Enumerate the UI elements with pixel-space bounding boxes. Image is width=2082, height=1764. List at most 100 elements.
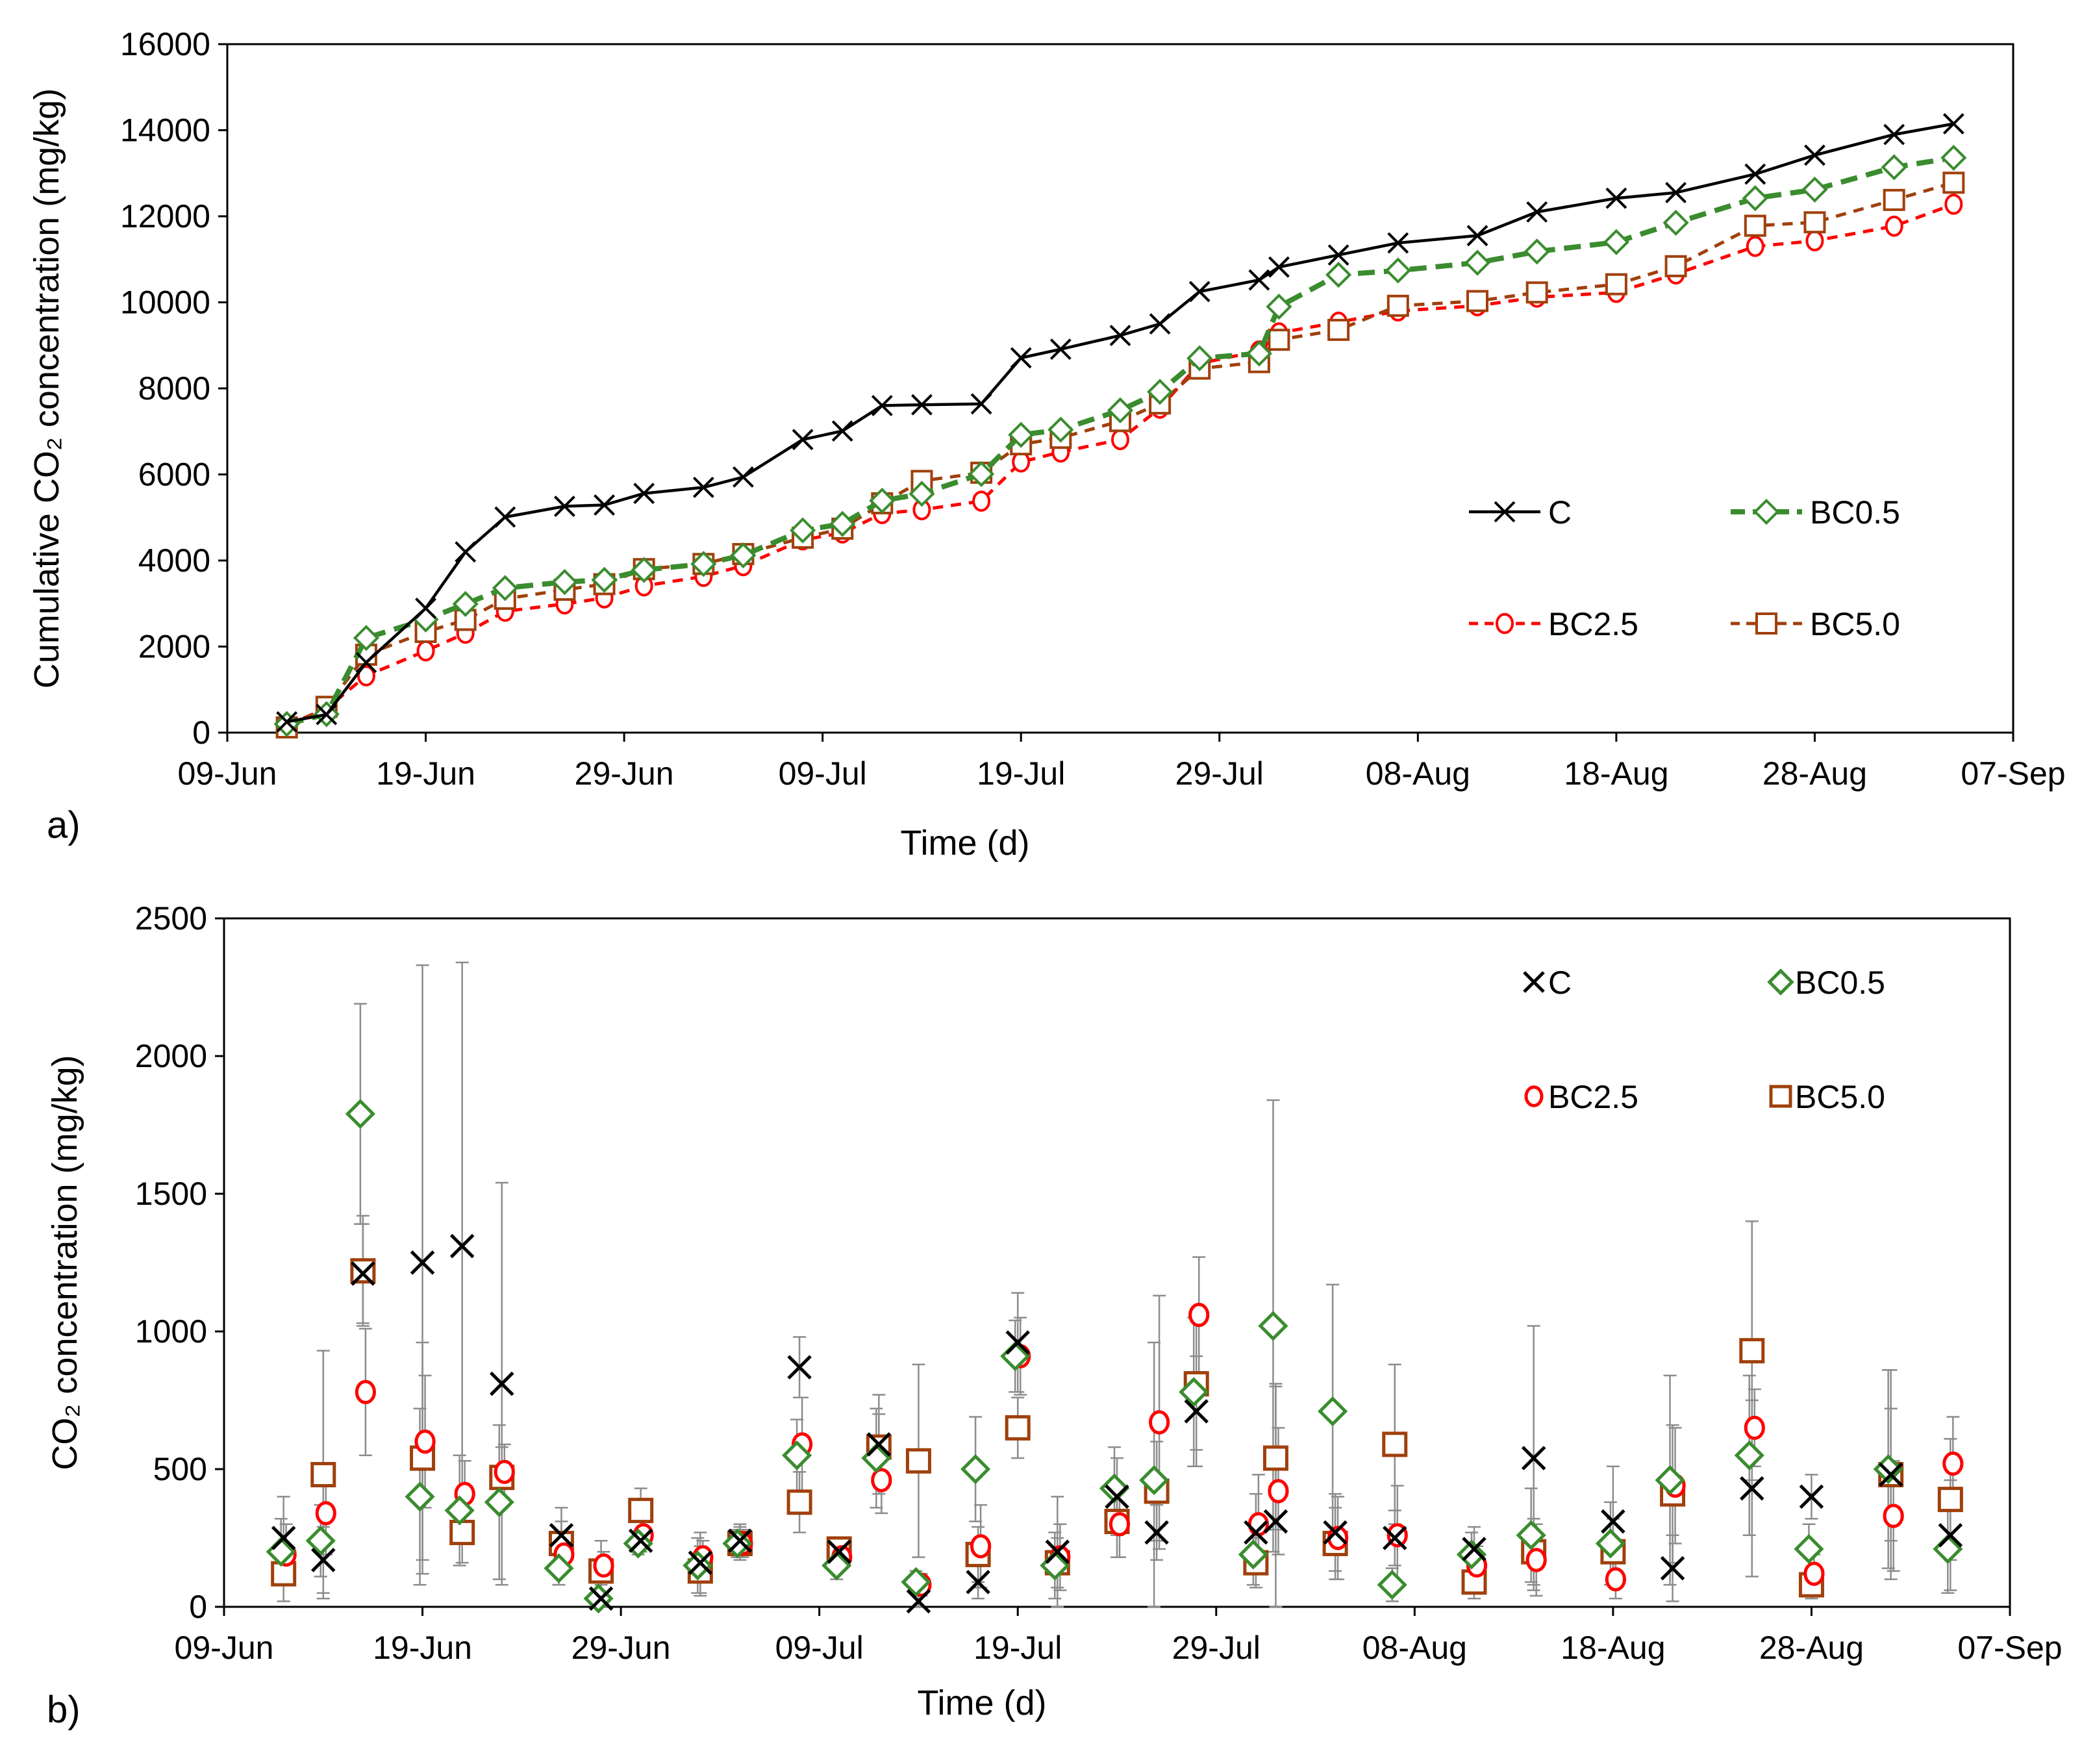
- data-point-c: [1045, 1539, 1070, 1564]
- panel-a-ticks: 0 2000 4000 6000 8000 10000 12000 14000 16000 09-…: [120, 26, 2066, 792]
- data-point-bc2-5: [357, 665, 375, 687]
- data-point-bc5-0: [310, 1461, 336, 1487]
- legend-entry-c: C: [1469, 494, 1572, 531]
- data-point-c: [1526, 201, 1548, 223]
- data-point-c: [276, 711, 298, 733]
- data-point-c: [554, 496, 575, 517]
- data-point-bc0-5: [1742, 185, 1768, 212]
- data-point-bc2-5: [1942, 1451, 1964, 1476]
- data-point-c: [688, 1550, 713, 1575]
- data-point-bc0-5: [1246, 340, 1272, 367]
- data-point-c: [410, 1250, 435, 1275]
- panel-b-ticks: 0 500 1000 1500 2000 2500 09-Jun 19-Jun 29-Jun 09…: [135, 900, 2063, 1666]
- y-tick-label: 1500: [135, 1176, 207, 1212]
- data-point-bc0-5: [353, 625, 379, 651]
- panel-a-cumulative-chart: 0 2000 4000 6000 8000 10000 12000 14000 16000 09-…: [27, 26, 2066, 863]
- x-tick-label: 08-Aug: [1362, 1630, 1467, 1666]
- y-tick-label: 16000: [120, 26, 210, 62]
- x-tick-label: 19-Jun: [376, 755, 475, 792]
- data-point-bc0-5: [1940, 144, 1967, 171]
- legend-label: BC2.5: [1548, 606, 1638, 642]
- data-point-bc0-5: [782, 1440, 812, 1470]
- data-point-bc0-5: [551, 569, 578, 596]
- data-point-bc0-5: [1377, 1569, 1407, 1600]
- data-point-bc5-0: [1937, 1487, 1963, 1513]
- panel-a-x-axis-label: Time (d): [901, 824, 1030, 863]
- data-point-bc0-5: [1595, 1528, 1625, 1559]
- data-point-bc5-0: [1262, 1445, 1288, 1471]
- data-point-c: [1601, 1509, 1625, 1534]
- data-point-bc2-5: [1885, 215, 1903, 237]
- series-c: [276, 113, 1964, 733]
- legend-marker-bc0-5: [1753, 498, 1780, 525]
- series-line-bc2-5: [286, 203, 1955, 727]
- data-point-bc0-5: [730, 542, 757, 569]
- data-point-c: [1462, 1537, 1486, 1561]
- x-tick-label: 18-Aug: [1561, 1630, 1665, 1666]
- data-point-c: [1323, 1520, 1348, 1545]
- data-point-bc2-5: [593, 1553, 614, 1578]
- data-point-c: [1466, 225, 1488, 247]
- data-point-c: [1144, 1520, 1169, 1545]
- data-point-bc0-5: [1266, 294, 1292, 320]
- x-tick-label: 19-Jun: [373, 1630, 472, 1666]
- data-point-bc2-5: [1803, 1561, 1825, 1586]
- data-point-bc5-0: [628, 1498, 654, 1524]
- data-point-c: [271, 1526, 296, 1550]
- data-point-c: [311, 1548, 336, 1572]
- data-point-c: [490, 1371, 514, 1396]
- data-point-c: [1109, 325, 1131, 346]
- x-tick-label: 08-Aug: [1366, 755, 1470, 792]
- data-point-bc0-5: [968, 460, 995, 487]
- data-point-bc2-5: [1268, 1479, 1289, 1504]
- data-point-c: [827, 1539, 851, 1564]
- data-point-bc0-5: [1139, 1465, 1170, 1496]
- data-point-bc5-0: [449, 1520, 475, 1546]
- data-point-bc5-0: [1268, 329, 1290, 351]
- data-point-bc0-5: [1385, 257, 1411, 284]
- data-point-bc0-5: [1881, 154, 1907, 181]
- data-point-bc2-5: [414, 1429, 436, 1454]
- data-point-bc2-5: [1111, 429, 1129, 451]
- data-point-bc5-0: [350, 1258, 376, 1284]
- legend-entry-c: C: [1523, 964, 1572, 1001]
- legend-marker-bc5-0: [1755, 612, 1777, 635]
- data-point-bc2-5: [416, 640, 435, 662]
- series-line-bc0-5: [286, 155, 1954, 727]
- data-point-c: [355, 651, 377, 674]
- data-point-c: [1883, 123, 1905, 145]
- data-point-bc2-5: [972, 490, 991, 512]
- legend-entry-bc2-5: BC2.5: [1469, 606, 1638, 642]
- data-point-c: [1605, 187, 1627, 209]
- data-point-bc2-5: [315, 1501, 336, 1526]
- data-point-bc5-0: [1525, 281, 1548, 304]
- data-point-bc5-0: [1744, 214, 1766, 237]
- data-point-c: [1744, 163, 1766, 185]
- data-point-bc2-5: [1744, 1415, 1765, 1441]
- data-point-bc0-5: [452, 590, 479, 617]
- data-point-c: [1942, 113, 1964, 134]
- data-point-bc0-5: [492, 575, 518, 601]
- y-tick-label: 12000: [120, 198, 210, 234]
- data-point-bc0-5: [591, 566, 618, 593]
- x-tick-label: 29-Jul: [1172, 1630, 1260, 1666]
- x-tick-label: 29-Jun: [575, 755, 674, 792]
- data-point-bc2-5: [494, 1459, 515, 1484]
- data-point-bc5-0: [1466, 290, 1488, 312]
- data-point-bc0-5: [1325, 262, 1352, 288]
- series-bc5-0: [275, 171, 1965, 739]
- data-point-bc0-5: [869, 487, 896, 514]
- data-point-bc5-0: [1883, 188, 1905, 211]
- legend-marker-bc2-5: [1496, 612, 1514, 635]
- y-tick-label: 500: [153, 1451, 207, 1487]
- data-point-bc0-5: [1258, 1311, 1288, 1341]
- data-point-c: [633, 483, 655, 505]
- data-point-bc2-5: [1109, 1512, 1131, 1537]
- data-point-c: [1149, 313, 1171, 335]
- data-point-bc0-5: [909, 481, 935, 507]
- panel-b-label: b): [47, 1689, 81, 1731]
- data-point-bc0-5: [444, 1495, 475, 1526]
- legend-entry-bc0-5: BC0.5: [1731, 494, 1900, 531]
- legend-label: BC5.0: [1810, 606, 1900, 642]
- data-point-bc5-0: [1739, 1338, 1765, 1364]
